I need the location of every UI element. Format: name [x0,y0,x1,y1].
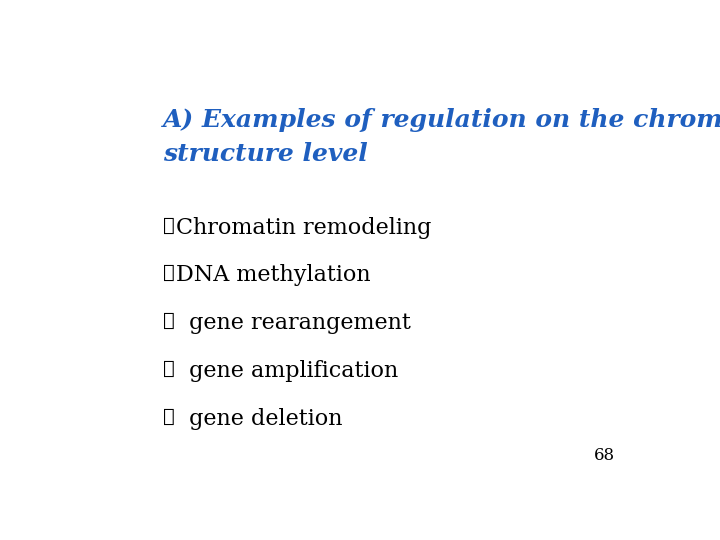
Text: ➢: ➢ [163,360,174,378]
Text: ➢: ➢ [163,408,174,426]
Text: ➢: ➢ [163,312,174,330]
Text: Chromatin remodeling: Chromatin remodeling [176,217,432,239]
Text: DNA methylation: DNA methylation [176,265,371,286]
Text: gene deletion: gene deletion [182,408,343,430]
Text: gene amplification: gene amplification [182,360,398,382]
Text: gene rearangement: gene rearangement [182,312,411,334]
Text: structure level: structure level [163,141,367,166]
Text: 68: 68 [593,447,615,464]
Text: ➢: ➢ [163,265,174,282]
Text: A) Examples of regulation on the chromosom: A) Examples of regulation on the chromos… [163,109,720,132]
Text: ➢: ➢ [163,217,174,234]
